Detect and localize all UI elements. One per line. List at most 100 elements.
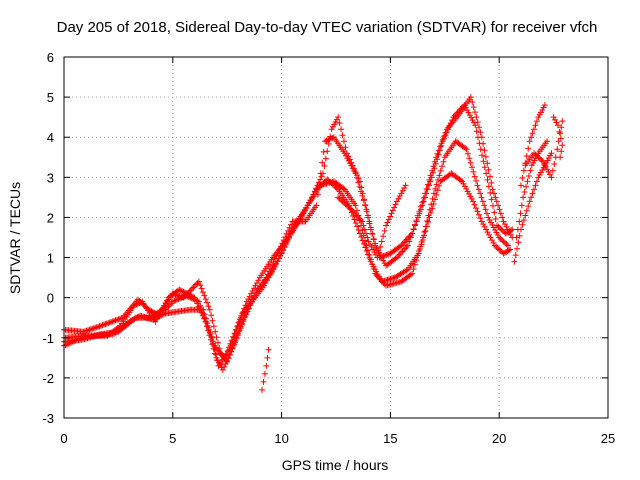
- data-point: [466, 112, 473, 119]
- data-point: [520, 194, 527, 201]
- data-point: [492, 215, 499, 222]
- data-point: [208, 333, 215, 340]
- data-point: [180, 288, 187, 295]
- data-point: [137, 299, 144, 306]
- data-point: [278, 250, 285, 257]
- data-point: [163, 297, 170, 304]
- data-point: [414, 212, 421, 219]
- data-point: [360, 222, 367, 229]
- data-point: [102, 321, 109, 328]
- data-point: [208, 334, 215, 341]
- data-point: [529, 130, 536, 137]
- data-point: [141, 302, 148, 309]
- data-point: [473, 114, 480, 121]
- data-point: [478, 218, 485, 225]
- data-point: [423, 185, 430, 192]
- data-point: [468, 195, 475, 202]
- data-point: [195, 278, 202, 285]
- data-point: [200, 306, 207, 313]
- data-point: [139, 300, 146, 307]
- data-point: [426, 206, 433, 213]
- data-point: [255, 277, 262, 284]
- data-point: [336, 195, 343, 202]
- data-point: [516, 232, 523, 239]
- data-point: [473, 177, 480, 184]
- data-point: [346, 156, 353, 163]
- data-point: [313, 202, 320, 209]
- data-point: [380, 253, 387, 260]
- data-point: [214, 357, 221, 364]
- data-point: [496, 225, 503, 232]
- data-point: [381, 252, 388, 259]
- data-point: [240, 318, 247, 325]
- data-point: [490, 224, 497, 231]
- data-point: [522, 212, 529, 219]
- x-tick-label: 15: [383, 431, 397, 446]
- data-point: [96, 323, 103, 330]
- data-point: [381, 227, 388, 234]
- data-point: [457, 177, 464, 184]
- data-point: [477, 129, 484, 136]
- data-point: [554, 122, 561, 129]
- data-point: [477, 190, 484, 197]
- data-point: [535, 154, 542, 161]
- data-point: [529, 190, 536, 197]
- data-point: [266, 268, 273, 275]
- data-point: [526, 138, 533, 145]
- data-point: [174, 296, 181, 303]
- data-point: [488, 196, 495, 203]
- data-point: [475, 211, 482, 218]
- data-point: [349, 162, 356, 169]
- data-point: [354, 223, 361, 230]
- data-point: [532, 122, 539, 129]
- y-axis-label: SDTVAR / TECUs: [7, 182, 23, 294]
- data-point: [464, 150, 471, 157]
- data-point: [89, 325, 96, 332]
- data-point: [379, 253, 386, 260]
- data-point: [366, 220, 373, 227]
- data-point: [505, 247, 512, 254]
- data-point: [526, 198, 533, 205]
- data-point: [358, 184, 365, 191]
- data-point: [385, 216, 392, 223]
- data-point: [227, 340, 234, 347]
- data-point: [520, 167, 527, 174]
- data-point: [251, 285, 258, 292]
- plot-frame: [63, 56, 609, 419]
- data-point: [339, 198, 346, 205]
- data-point: [378, 238, 385, 245]
- data-point: [480, 221, 487, 228]
- data-point: [533, 118, 540, 125]
- data-point: [496, 206, 503, 213]
- data-point: [238, 321, 245, 328]
- data-point: [482, 153, 489, 160]
- data-point: [396, 243, 403, 250]
- data-point: [469, 117, 476, 124]
- data-point: [517, 182, 524, 189]
- data-point: [199, 289, 206, 296]
- data-point: [354, 172, 361, 179]
- data-point: [504, 242, 511, 249]
- data-point: [494, 231, 501, 238]
- data-point: [424, 181, 431, 188]
- data-point: [499, 227, 506, 234]
- data-point: [366, 251, 373, 258]
- data-point: [90, 325, 97, 332]
- data-point: [414, 252, 421, 259]
- data-point: [369, 261, 376, 268]
- data-point: [93, 324, 100, 331]
- data-point: [554, 146, 561, 153]
- data-point: [362, 202, 369, 209]
- data-point: [264, 354, 271, 361]
- data-point: [229, 345, 236, 352]
- data-point: [497, 247, 504, 254]
- data-point: [500, 218, 507, 225]
- data-point: [465, 109, 472, 116]
- data-point: [489, 221, 496, 228]
- data-point: [464, 107, 471, 114]
- data-point: [206, 306, 213, 313]
- data-point: [468, 114, 475, 121]
- data-point: [375, 249, 382, 256]
- data-point: [428, 201, 435, 208]
- data-point: [245, 296, 252, 303]
